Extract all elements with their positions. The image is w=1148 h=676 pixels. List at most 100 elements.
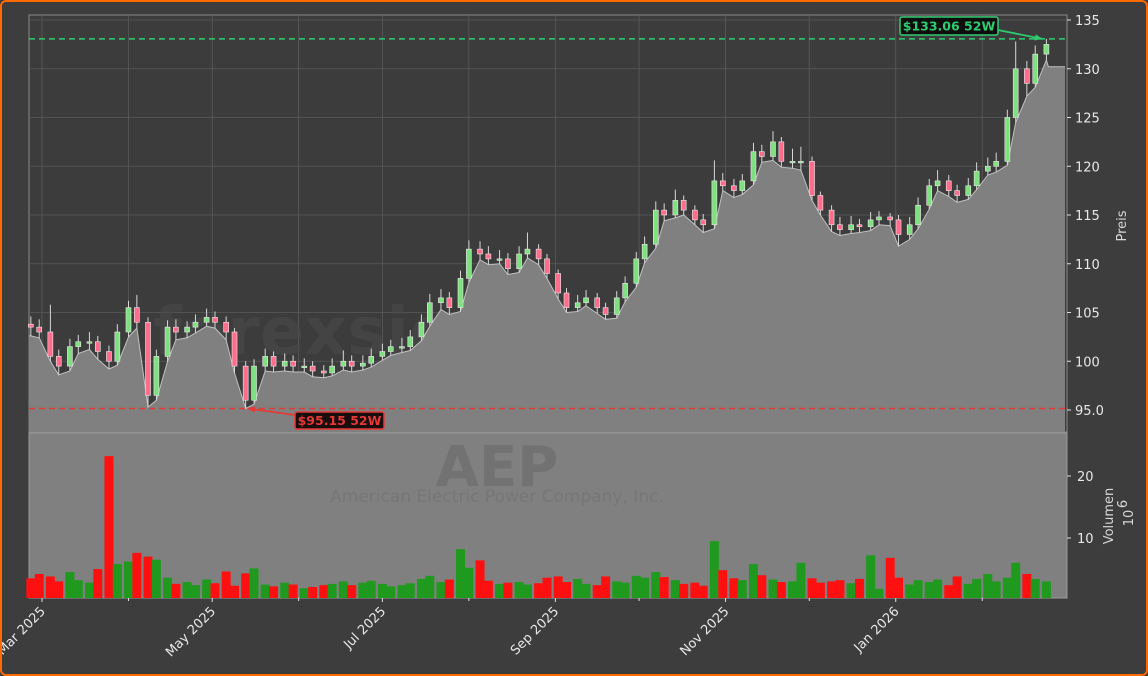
candle-body <box>965 185 972 196</box>
volume-bar <box>679 583 689 598</box>
candle-body <box>427 302 433 323</box>
volume-bar <box>338 581 348 598</box>
volume-bar <box>718 570 728 598</box>
candle <box>828 205 835 232</box>
volume-bar <box>112 564 122 598</box>
price-tick-label: 130 <box>1075 63 1100 78</box>
candle <box>817 191 824 215</box>
candle-body <box>837 224 843 230</box>
volume-bar <box>163 577 173 598</box>
candle <box>633 252 640 288</box>
low-arrow-head <box>247 406 256 413</box>
candle-body <box>770 141 776 157</box>
candle <box>622 276 628 302</box>
volume-bar <box>280 582 290 598</box>
candle <box>340 350 347 371</box>
candle <box>1004 109 1011 166</box>
candle <box>55 349 62 375</box>
candle-body <box>895 219 902 235</box>
volume-bar <box>866 555 876 598</box>
low-arrow <box>247 406 296 416</box>
candle <box>106 345 112 370</box>
candle <box>926 178 933 210</box>
candle-body <box>360 362 366 367</box>
candle-body <box>173 326 179 333</box>
low-arrow-shaft <box>247 407 296 416</box>
candle <box>457 270 464 312</box>
candle <box>192 314 199 333</box>
volume-bar <box>690 582 700 598</box>
volume-bar <box>84 582 94 598</box>
volume-bar <box>1022 573 1032 598</box>
volume-bar <box>1030 578 1040 598</box>
candle-body <box>602 307 609 315</box>
volume-bar <box>944 585 954 598</box>
candle <box>301 358 308 372</box>
date-tick-label: Sep 2025 <box>508 604 562 658</box>
volume-bar <box>132 552 142 598</box>
volume-bar <box>210 583 220 598</box>
candle <box>719 173 726 191</box>
candle <box>1012 41 1019 123</box>
candle <box>114 324 121 366</box>
candle-body <box>985 165 991 172</box>
candle <box>67 338 73 371</box>
company-watermark: American Electric Power Company, Inc. <box>330 487 664 507</box>
candle-body <box>759 151 765 157</box>
volume-bar <box>416 578 426 598</box>
candle <box>348 355 355 372</box>
volume-bar <box>631 575 641 598</box>
candle-body <box>106 351 112 362</box>
volume-bar <box>73 580 83 598</box>
volume-scale-label: 10 6 <box>1116 500 1137 526</box>
candle <box>145 317 151 408</box>
candle-body <box>290 360 296 367</box>
candle-body <box>1004 117 1011 162</box>
volume-bar <box>260 584 270 598</box>
volume-bar <box>885 557 895 598</box>
candle <box>848 215 854 234</box>
candle-body <box>535 248 542 260</box>
candle-body <box>544 258 550 274</box>
volume-bar <box>495 583 505 598</box>
candle <box>692 205 698 225</box>
candle <box>379 343 386 361</box>
candle-body <box>915 204 921 226</box>
candle-body <box>67 346 73 367</box>
candle-body <box>993 161 999 167</box>
candle-body <box>945 180 952 191</box>
candle-body <box>418 321 425 338</box>
candle-body <box>516 253 522 269</box>
candle-body <box>926 185 933 206</box>
volume-bar <box>542 577 552 598</box>
volume-bar <box>807 578 817 598</box>
price-tick-label: 115 <box>1075 209 1100 224</box>
volume-bar <box>729 578 739 598</box>
candle-body <box>954 190 960 196</box>
candle-body <box>555 273 561 294</box>
candle-body <box>477 248 483 255</box>
candle <box>153 349 160 401</box>
volume-bar <box>249 568 259 598</box>
candle-body <box>1012 68 1019 118</box>
volume-bar <box>827 581 837 598</box>
candle-body <box>184 326 190 333</box>
volume-bar <box>319 585 329 598</box>
volume-bar <box>444 579 454 598</box>
candle <box>427 293 433 327</box>
volume-bar <box>171 583 181 598</box>
volume-scale-base: 10 <box>1122 510 1137 527</box>
volume-bar <box>386 586 396 598</box>
volume-bar <box>913 580 923 598</box>
candle <box>563 288 570 313</box>
candle <box>993 152 999 173</box>
candle <box>574 294 581 312</box>
candle <box>711 160 718 229</box>
volume-bar <box>190 585 200 598</box>
volume-bar <box>143 556 153 598</box>
candle <box>164 320 171 362</box>
candle <box>262 348 269 371</box>
candle-body <box>906 224 913 235</box>
candle-body <box>309 365 316 372</box>
candle-body <box>739 180 746 191</box>
